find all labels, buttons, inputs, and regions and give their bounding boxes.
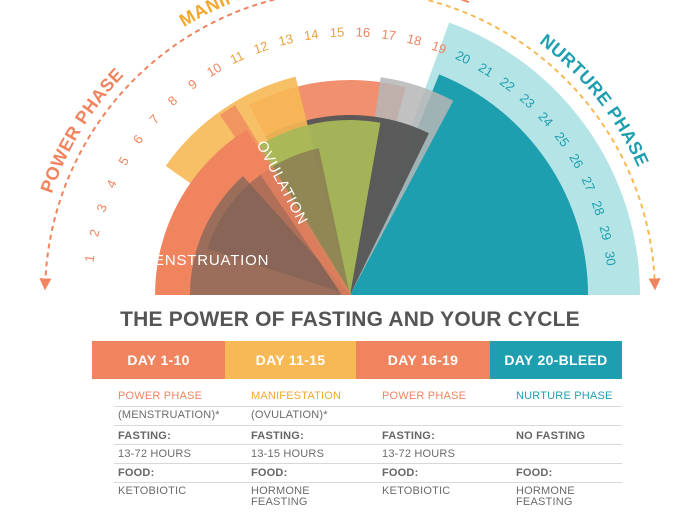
wheel-baseline	[0, 295, 700, 305]
day-number: 14	[303, 26, 320, 43]
day-range-header: DAY 20-BLEED	[490, 341, 622, 379]
day-number: 20	[453, 48, 473, 68]
day-number: 7	[146, 112, 162, 127]
nurture-inner-sector	[350, 74, 588, 295]
food-label: FOOD:	[382, 467, 419, 479]
day-number: 22	[497, 74, 518, 95]
day-number: 10	[204, 60, 224, 80]
day-number: 1	[82, 254, 98, 263]
phase-name: NURTURE PHASE	[516, 390, 613, 402]
phase-subtitle: (OVULATION)*	[251, 409, 328, 421]
day-number: 17	[381, 26, 398, 43]
power-arc-left	[39, 0, 277, 291]
day-number: 8	[165, 93, 180, 109]
power-phase-top-arc-label: POWER PHASE	[331, 0, 475, 7]
power-arc-top	[423, 0, 513, 38]
day-number: 26	[566, 151, 586, 171]
menstruation-overlay-sector	[207, 148, 350, 295]
row-divider	[114, 425, 622, 426]
day-number: 27	[579, 174, 599, 193]
phase-name: POWER PHASE	[118, 390, 203, 402]
phase-name: MANIFESTATION	[251, 390, 342, 402]
day-number: 9	[185, 76, 200, 92]
day-number: 6	[130, 132, 146, 147]
food-value: HORMONE FEASTING	[516, 485, 575, 508]
day-number: 4	[103, 178, 120, 191]
food-value: KETOBIOTIC	[118, 485, 187, 497]
day-number: 15	[329, 24, 344, 40]
day-number: 16	[355, 24, 370, 40]
row-divider	[114, 444, 622, 445]
infographic-title: THE POWER OF FASTING AND YOUR CYCLE	[120, 308, 580, 331]
food-value: KETOBIOTIC	[382, 485, 451, 497]
day-number: 5	[115, 154, 132, 168]
fasting-label: NO FASTING	[516, 430, 586, 442]
day-number: 13	[277, 31, 295, 49]
day-range-header: DAY 16-19	[356, 341, 490, 379]
fasting-label: FASTING:	[118, 430, 171, 442]
day-number: 30	[602, 250, 619, 266]
day-number: 25	[552, 129, 573, 150]
row-divider	[114, 482, 622, 483]
day-number: 21	[476, 60, 496, 80]
day-number: 11	[228, 48, 247, 67]
food-label: FOOD:	[118, 467, 155, 479]
day-number: 19	[430, 38, 449, 57]
day-number: 3	[93, 202, 110, 214]
day-number: 28	[589, 199, 608, 218]
menstruation-label: MENSTRUATION	[141, 252, 270, 269]
food-label: FOOD:	[516, 467, 553, 479]
food-label: FOOD:	[251, 467, 288, 479]
fasting-label: FASTING:	[382, 430, 435, 442]
manifestation-arc-label: MANIFESTATION	[176, 0, 328, 31]
day-number: 29	[597, 224, 615, 242]
fasting-label: FASTING:	[251, 430, 304, 442]
day-number: 12	[252, 38, 271, 57]
food-value: HORMONE FEASTING	[251, 485, 310, 508]
day-range-header: DAY 11-15	[225, 341, 356, 379]
power-phase-arc-label: POWER PHASE	[37, 64, 128, 195]
fasting-value: 13-15 HOURS	[251, 448, 325, 460]
power-ray	[220, 105, 352, 295]
row-divider	[114, 406, 622, 407]
day-range-header: DAY 1-10	[92, 341, 225, 379]
row-divider	[114, 463, 622, 464]
phase-name: POWER PHASE	[382, 390, 467, 402]
day-number: 18	[405, 31, 423, 49]
fasting-value: 13-72 HOURS	[118, 448, 192, 460]
phase-subtitle: (MENSTRUATION)*	[118, 409, 220, 421]
day-number: 2	[86, 228, 102, 239]
fasting-value: 13-72 HOURS	[382, 448, 456, 460]
nurture-arc	[511, 35, 661, 291]
